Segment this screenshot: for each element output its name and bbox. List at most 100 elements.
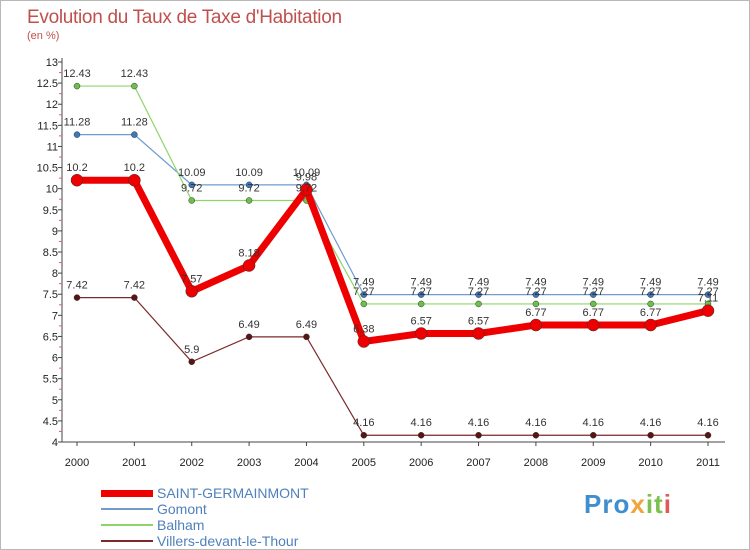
y-tick-label: 5 (52, 395, 58, 407)
data-label: 6.57 (468, 315, 489, 327)
y-tick-label: 5.5 (43, 374, 58, 386)
x-tick-label: 2006 (409, 457, 433, 469)
data-label: 7.49 (697, 277, 718, 289)
data-point (475, 431, 482, 439)
y-tick-label: 12.5 (37, 78, 58, 90)
y-tick-label: 13 (46, 57, 58, 69)
data-point (300, 183, 313, 196)
y-tick-label: 12 (46, 99, 58, 111)
data-point (475, 291, 482, 298)
x-tick-label: 2008 (524, 457, 548, 469)
data-label: 6.77 (640, 307, 661, 319)
data-point (303, 333, 310, 341)
legend-item: Balham (101, 517, 401, 533)
y-tick-label: 6 (52, 353, 58, 365)
data-point (701, 304, 715, 317)
data-label: 5.9 (184, 344, 199, 356)
series-line-villers-devant-le-thour (77, 297, 708, 436)
data-label: 7.11 (698, 293, 719, 305)
data-point (131, 131, 138, 138)
series-line-balham (77, 85, 708, 305)
data-point (185, 285, 198, 298)
data-label: 4.16 (525, 417, 546, 429)
data-point (647, 431, 654, 439)
series-line-gomont (77, 134, 708, 296)
data-point (529, 318, 543, 332)
data-point (245, 197, 253, 204)
legend-item: Villers-devant-le-Thour (101, 533, 401, 549)
series-line-saint-germainmont (77, 176, 709, 346)
data-point (131, 82, 138, 90)
data-point (360, 431, 368, 439)
data-label: 6.77 (525, 307, 546, 319)
data-label: 7.27 (640, 286, 661, 298)
chart-legend: SAINT-GERMAINMONT Gomont Balham Villers-dev… (101, 485, 401, 549)
data-label: 4.16 (353, 417, 374, 429)
chart-subtitle: (en %) (27, 30, 60, 42)
data-label: 4.16 (410, 417, 431, 429)
y-tick-label: 8.5 (43, 247, 58, 259)
data-point (644, 318, 657, 332)
data-point (73, 131, 81, 138)
data-point (704, 291, 712, 298)
y-tick-label: 11 (47, 141, 58, 153)
legend-label: Balham (157, 517, 205, 533)
data-point (590, 300, 597, 308)
data-point (417, 431, 425, 439)
data-label: 6.49 (238, 319, 259, 331)
data-label: 7.49 (468, 277, 489, 289)
legend-item: SAINT-GERMAINMONT (101, 485, 401, 501)
x-tick-label: 2004 (294, 457, 318, 469)
data-point (128, 173, 141, 187)
data-point (590, 431, 597, 439)
logo-part-3: it (645, 489, 664, 519)
data-label: 7.27 (525, 286, 546, 298)
data-label: 7.57 (181, 273, 202, 285)
data-point (70, 173, 84, 187)
data-label: 12.43 (121, 68, 149, 80)
data-label: 10.09 (178, 167, 206, 179)
x-tick-label: 2007 (466, 457, 490, 469)
data-label: 7.42 (66, 280, 87, 292)
data-point (532, 300, 540, 308)
y-tick-label: 7 (52, 310, 58, 322)
data-label: 10.2 (124, 162, 145, 174)
y-tick-label: 6.5 (43, 331, 58, 343)
x-tick-label: 2001 (122, 457, 146, 469)
data-point (532, 431, 540, 439)
data-point (414, 327, 428, 340)
data-point (532, 291, 540, 298)
data-label: 6.57 (410, 315, 431, 327)
legend-label: SAINT-GERMAINMONT (157, 485, 309, 501)
data-point (472, 327, 485, 340)
data-label: 8.18 (238, 248, 259, 260)
x-tick-label: 2010 (638, 457, 662, 469)
data-label: 11.28 (121, 117, 148, 129)
x-tick-label: 2002 (179, 457, 203, 469)
y-tick-label: 7.5 (43, 289, 58, 301)
data-point (73, 82, 81, 90)
data-label: 6.38 (353, 324, 374, 336)
data-point (417, 291, 425, 298)
data-point (704, 431, 712, 439)
y-tick-label: 4 (52, 437, 58, 449)
logo-part-2: x (630, 489, 646, 519)
proxiti-logo: Proxiti (584, 489, 672, 520)
legend-swatch (101, 508, 153, 510)
logo-part-4: i (663, 489, 672, 519)
data-point (188, 181, 195, 189)
y-tick-label: 9.5 (43, 205, 58, 217)
legend-swatch (101, 524, 153, 526)
x-tick-label: 2003 (237, 457, 261, 469)
data-label: 7.27 (353, 286, 374, 298)
data-point (475, 300, 482, 308)
data-label: 4.16 (640, 417, 661, 429)
data-label: 7.27 (468, 286, 489, 298)
data-label: 7.49 (583, 277, 604, 289)
data-label: 4.16 (697, 417, 718, 429)
data-label: 7.49 (410, 277, 431, 289)
data-label: 7.49 (353, 277, 374, 289)
data-label: 9.72 (238, 182, 259, 194)
legend-swatch (101, 489, 153, 497)
